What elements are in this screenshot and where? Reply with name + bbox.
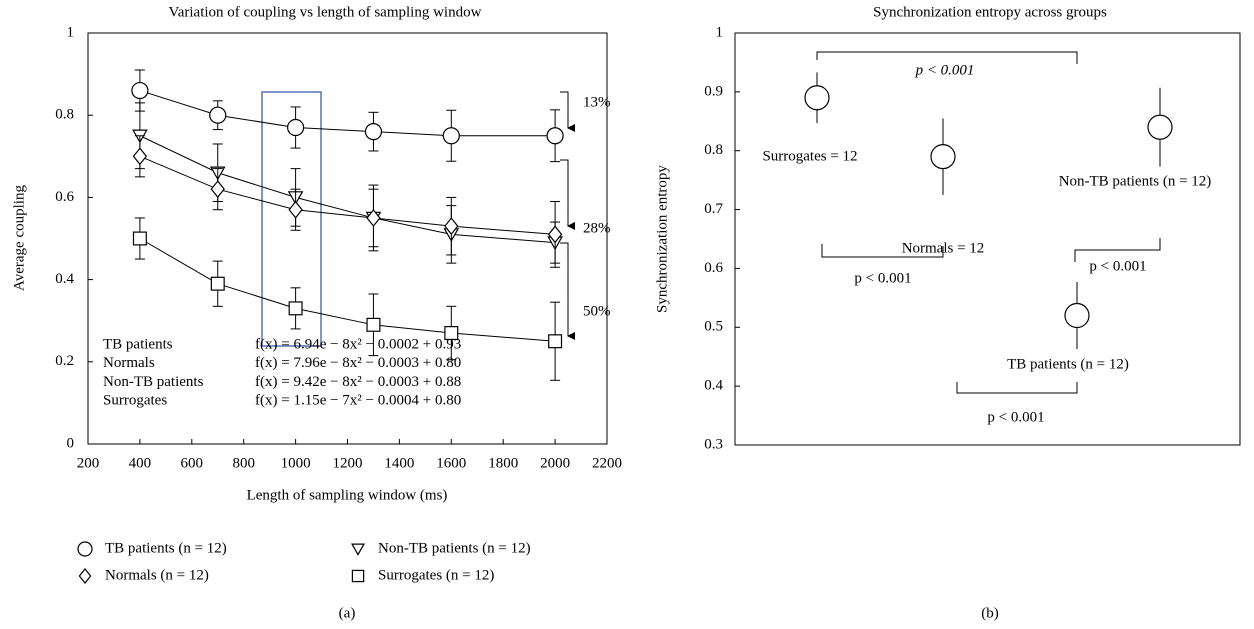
legend-label: Non-TB patients (n = 12) bbox=[378, 540, 531, 556]
marker bbox=[366, 208, 381, 227]
caption: (a) bbox=[339, 605, 356, 621]
x-tick-label: 600 bbox=[181, 455, 204, 471]
x-tick-label: 1400 bbox=[384, 455, 414, 471]
plot-frame bbox=[734, 32, 1241, 446]
fit-label: TB patients bbox=[103, 336, 173, 352]
chart-title: Variation of coupling vs length of sampl… bbox=[169, 4, 482, 20]
x-tick-label: 2000 bbox=[540, 455, 570, 471]
fit-label: Surrogates bbox=[103, 393, 167, 409]
fit-formula: f(x) = 7.96e − 8x² − 0.0003 + 0.80 bbox=[255, 355, 461, 371]
y-tick-label: 0.6 bbox=[55, 189, 74, 205]
y-axis-label: Synchronization entropy bbox=[654, 165, 670, 313]
highlight-box bbox=[261, 91, 322, 347]
y-tick-label: 0.8 bbox=[704, 142, 723, 158]
y-tick-label: 0.9 bbox=[704, 83, 723, 99]
marker bbox=[78, 568, 92, 584]
fit-formula: f(x) = 6.94e − 8x² − 0.0002 + 0.93 bbox=[255, 336, 461, 352]
p-value: p < 0.001 bbox=[1089, 258, 1146, 274]
percent-label: 50% bbox=[583, 303, 611, 319]
marker bbox=[351, 569, 365, 583]
series-line bbox=[139, 135, 556, 244]
p-value: p < 0.001 bbox=[915, 62, 975, 78]
significance-brackets bbox=[816, 51, 1161, 394]
p-value: p < 0.001 bbox=[987, 409, 1044, 425]
y-tick-label: 0.6 bbox=[704, 260, 723, 276]
arrows bbox=[560, 91, 575, 340]
caption: (b) bbox=[981, 605, 999, 621]
point-label: Normals = 12 bbox=[902, 240, 985, 256]
marker bbox=[444, 326, 459, 341]
marker bbox=[444, 217, 459, 236]
marker bbox=[209, 106, 227, 124]
point-label: TB patients (n = 12) bbox=[1007, 356, 1129, 372]
fit-label: Normals bbox=[103, 355, 155, 371]
chart-title: Synchronization entropy across groups bbox=[873, 4, 1107, 20]
y-tick-label: 0.8 bbox=[55, 107, 74, 123]
series-line bbox=[139, 238, 556, 342]
legend-label: TB patients (n = 12) bbox=[105, 540, 227, 556]
y-tick-label: 0.5 bbox=[704, 319, 723, 335]
p-value: p < 0.001 bbox=[854, 270, 911, 286]
marker bbox=[364, 123, 383, 141]
x-axis-label: Length of sampling window (ms) bbox=[247, 487, 448, 503]
marker bbox=[547, 225, 563, 244]
x-tick-label: 200 bbox=[77, 455, 100, 471]
marker bbox=[132, 231, 147, 246]
percent-label: 28% bbox=[583, 220, 611, 236]
y-tick-label: 0.4 bbox=[55, 271, 74, 287]
marker bbox=[131, 81, 149, 100]
percent-label: 13% bbox=[583, 94, 611, 110]
legend-label: Normals (n = 12) bbox=[105, 567, 209, 583]
marker bbox=[351, 543, 365, 556]
fit-formula: f(x) = 9.42e − 8x² − 0.0003 + 0.88 bbox=[255, 374, 461, 390]
marker bbox=[77, 541, 93, 557]
x-tick-label: 800 bbox=[232, 455, 255, 471]
series-line bbox=[139, 155, 556, 235]
marker bbox=[210, 180, 225, 199]
y-tick-label: 1 bbox=[716, 24, 724, 40]
x-tick-label: 1200 bbox=[333, 455, 363, 471]
marker bbox=[132, 147, 148, 166]
y-tick-label: 0 bbox=[67, 435, 75, 451]
marker bbox=[1147, 114, 1173, 140]
marker bbox=[287, 118, 305, 137]
marker bbox=[288, 200, 303, 219]
point-label: Surrogates = 12 bbox=[762, 148, 857, 164]
marker bbox=[442, 127, 460, 145]
x-tick-label: 1000 bbox=[281, 455, 311, 471]
x-tick-label: 1600 bbox=[436, 455, 466, 471]
fit-label: Non-TB patients bbox=[103, 374, 204, 390]
y-tick-label: 0.3 bbox=[704, 436, 723, 452]
series-line bbox=[139, 90, 556, 137]
fit-formula: f(x) = 1.15e − 7x² − 0.0004 + 0.80 bbox=[255, 393, 461, 409]
marker bbox=[546, 127, 564, 145]
marker bbox=[1064, 302, 1090, 329]
marker bbox=[930, 144, 956, 170]
y-tick-label: 0.7 bbox=[704, 201, 723, 217]
marker bbox=[548, 334, 563, 349]
x-tick-label: 1800 bbox=[488, 455, 518, 471]
marker bbox=[210, 276, 225, 291]
marker bbox=[366, 317, 381, 332]
marker bbox=[288, 301, 303, 316]
point-label: Non-TB patients (n = 12) bbox=[1059, 173, 1212, 189]
y-axis-label: Average coupling bbox=[11, 185, 27, 291]
marker bbox=[804, 85, 830, 111]
y-tick-label: 1 bbox=[67, 24, 75, 40]
y-tick-label: 0.2 bbox=[55, 353, 74, 369]
x-tick-label: 400 bbox=[129, 455, 152, 471]
legend-label: Surrogates (n = 12) bbox=[378, 567, 494, 583]
y-tick-label: 0.4 bbox=[704, 378, 723, 394]
x-tick-label: 2200 bbox=[592, 455, 622, 471]
